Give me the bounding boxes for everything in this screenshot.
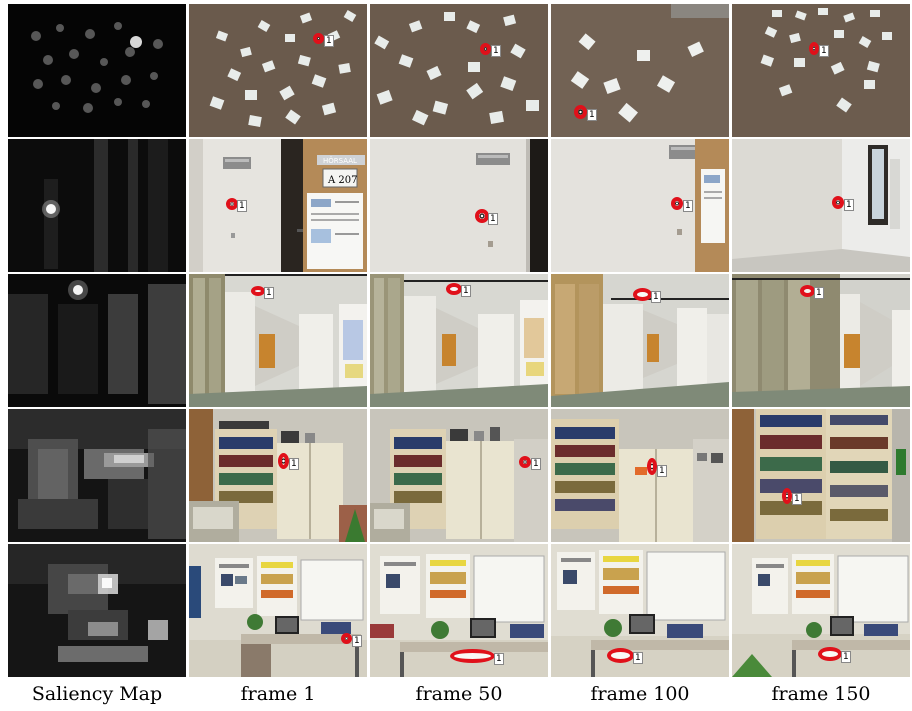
fixation-marker-ring bbox=[633, 288, 652, 301]
frame-1-row3: 1 bbox=[189, 274, 367, 407]
fixation-marker-ring bbox=[341, 633, 352, 644]
fixation-marker-label: 1 bbox=[491, 45, 501, 57]
frame-100-row4: 1 bbox=[551, 409, 729, 542]
fixation-marker-ring bbox=[647, 458, 657, 475]
fixation-marker-label: 1 bbox=[819, 45, 829, 57]
frame-1-row2: HÖRSAAL A 207 1 bbox=[189, 139, 367, 272]
fixation-marker-ring bbox=[832, 196, 844, 209]
fixation-marker-label: 1 bbox=[237, 200, 247, 212]
fixation-marker-ring bbox=[446, 283, 462, 295]
fixation-marker-ring bbox=[809, 42, 819, 55]
fixation-marker-label: 1 bbox=[844, 199, 854, 211]
frame-1-row4: 1 bbox=[189, 409, 367, 542]
caption-frame-50: frame 50 bbox=[415, 683, 503, 705]
fixation-marker-ring bbox=[450, 649, 495, 663]
fixation-marker-ring bbox=[313, 33, 324, 44]
fixation-marker-label: 1 bbox=[633, 652, 643, 664]
fixation-marker-label: 1 bbox=[531, 458, 541, 470]
caption-frame-1: frame 1 bbox=[240, 683, 316, 705]
frame-100-row5: 1 bbox=[551, 544, 729, 677]
fixation-marker-label: 1 bbox=[792, 493, 802, 505]
fixation-marker-ring bbox=[782, 488, 792, 504]
frame-1-row1: 1 bbox=[189, 4, 367, 137]
figure-grid: 1 1 bbox=[8, 4, 910, 677]
fixation-marker-label: 1 bbox=[461, 285, 471, 297]
fixation-marker-ring bbox=[574, 105, 587, 119]
fixation-marker-label: 1 bbox=[683, 200, 693, 212]
fixation-marker-label: 1 bbox=[841, 651, 851, 663]
fixation-marker-ring bbox=[818, 647, 842, 661]
fixation-marker-label: 1 bbox=[814, 287, 824, 299]
sign-text-room: A 207 bbox=[327, 175, 358, 186]
frame-150-row3: 1 bbox=[732, 274, 910, 407]
fixation-marker-ring bbox=[251, 286, 265, 296]
fixation-marker-label: 1 bbox=[587, 109, 597, 121]
fixation-marker-label: 1 bbox=[264, 287, 274, 299]
frame-50-row5: 1 bbox=[370, 544, 548, 677]
fixation-marker-ring bbox=[278, 453, 289, 469]
fixation-marker-ring bbox=[519, 456, 531, 468]
caption-frame-100: frame 100 bbox=[590, 683, 690, 705]
fixation-marker-label: 1 bbox=[289, 458, 299, 470]
frame-100-row2: 1 bbox=[551, 139, 729, 272]
fixation-marker-label: 1 bbox=[352, 635, 362, 647]
column-captions: Saliency Map frame 1 frame 50 frame 100 … bbox=[8, 683, 910, 705]
frame-50-row4: 1 bbox=[370, 409, 548, 542]
fixation-marker-ring bbox=[480, 43, 491, 55]
frame-150-row5: 1 bbox=[732, 544, 910, 677]
frame-100-row1: 1 bbox=[551, 4, 729, 137]
sign-text-hoersaal: HÖRSAAL bbox=[323, 156, 357, 165]
frame-100-row3: 1 bbox=[551, 274, 729, 407]
saliency-map-row5 bbox=[8, 544, 186, 677]
fixation-marker-ring bbox=[475, 209, 489, 223]
frame-50-row3: 1 bbox=[370, 274, 548, 407]
frame-150-row4: 1 bbox=[732, 409, 910, 542]
fixation-marker-label: 1 bbox=[651, 291, 661, 303]
frame-150-row1: 1 bbox=[732, 4, 910, 137]
frame-50-row1: 1 bbox=[370, 4, 548, 137]
saliency-map-row2 bbox=[8, 139, 186, 272]
fixation-marker-ring bbox=[226, 198, 238, 210]
saliency-map-row4 bbox=[8, 409, 186, 542]
saliency-map-row3 bbox=[8, 274, 186, 407]
frame-1-row5: 1 bbox=[189, 544, 367, 677]
caption-frame-150: frame 150 bbox=[771, 683, 871, 705]
frame-150-row2: 1 bbox=[732, 139, 910, 272]
fixation-marker-label: 1 bbox=[494, 653, 504, 665]
caption-saliency-map: Saliency Map bbox=[31, 683, 163, 705]
fixation-marker-ring bbox=[671, 197, 683, 210]
saliency-map-row1 bbox=[8, 4, 186, 137]
fixation-marker-label: 1 bbox=[488, 213, 498, 225]
frame-50-row2: 1 bbox=[370, 139, 548, 272]
fixation-marker-label: 1 bbox=[657, 465, 667, 477]
fixation-marker-label: 1 bbox=[324, 35, 334, 47]
fixation-marker-ring bbox=[607, 648, 634, 663]
fixation-marker-ring bbox=[800, 285, 815, 297]
